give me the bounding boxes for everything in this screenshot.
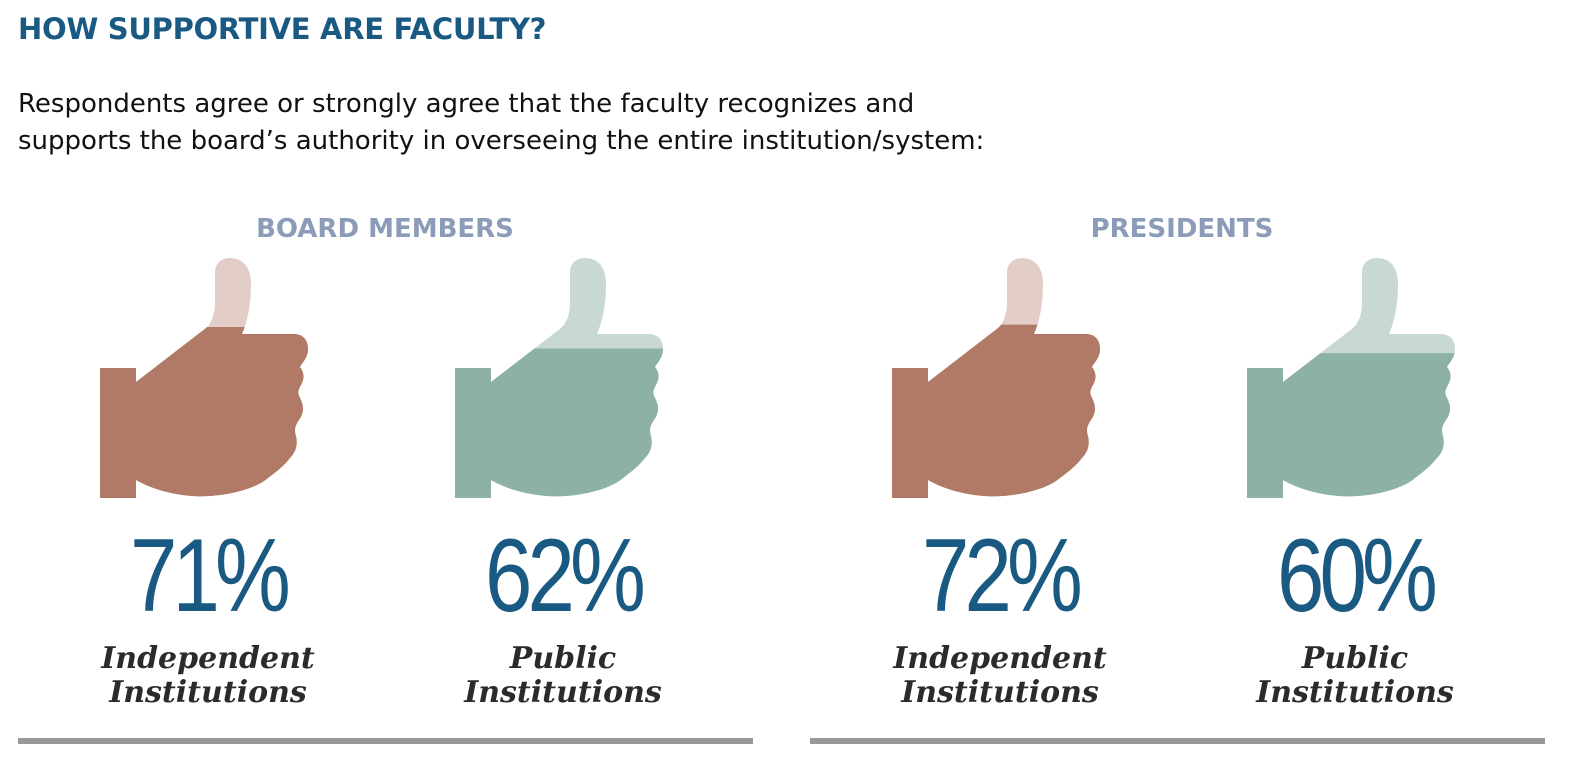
subtitle-line-1: Respondents agree or strongly agree that… <box>18 89 915 119</box>
thumb-cuff <box>1247 368 1283 498</box>
page-subtitle: Respondents agree or strongly agree that… <box>18 86 1118 160</box>
presidents-title: PRESIDENTS <box>1090 214 1274 244</box>
presidents-independent-label: Independent Institutions <box>880 642 1120 710</box>
thumb-cuff <box>100 368 136 498</box>
page-title: HOW SUPPORTIVE ARE FACULTY? <box>18 12 547 46</box>
thumb-cuff <box>892 368 928 498</box>
thumb-filled-part <box>491 348 663 497</box>
label-line-1: Independent <box>893 641 1107 676</box>
board-members-title: BOARD MEMBERS <box>256 214 514 244</box>
board-independent-percent: 71% <box>130 518 291 634</box>
presidents-divider <box>810 738 1545 744</box>
thumb-filled-part <box>1283 353 1455 497</box>
board-public-thumb-icon <box>455 258 663 498</box>
board-public-percent: 62% <box>485 518 646 634</box>
board-independent-label: Independent Institutions <box>88 642 328 710</box>
presidents-public-percent: 60% <box>1277 518 1438 634</box>
board-members-divider <box>18 738 753 744</box>
presidents-public-thumb-icon <box>1247 258 1455 498</box>
label-line-2: Institutions <box>464 675 662 710</box>
label-line-2: Institutions <box>1256 675 1454 710</box>
board-public-label: Public Institutions <box>443 642 683 710</box>
thumb-cuff <box>455 368 491 498</box>
board-independent-thumb-icon <box>100 258 308 498</box>
label-line-2: Institutions <box>901 675 1099 710</box>
label-line-1: Public <box>509 641 617 676</box>
thumb-filled-part <box>928 324 1100 497</box>
label-line-1: Public <box>1301 641 1409 676</box>
presidents-independent-percent: 72% <box>922 518 1083 634</box>
label-line-1: Independent <box>101 641 315 676</box>
thumb-filled-part <box>136 327 308 497</box>
presidents-independent-thumb-icon <box>892 258 1100 498</box>
presidents-public-label: Public Institutions <box>1235 642 1475 710</box>
label-line-2: Institutions <box>109 675 307 710</box>
subtitle-line-2: supports the board’s authority in overse… <box>18 126 985 156</box>
